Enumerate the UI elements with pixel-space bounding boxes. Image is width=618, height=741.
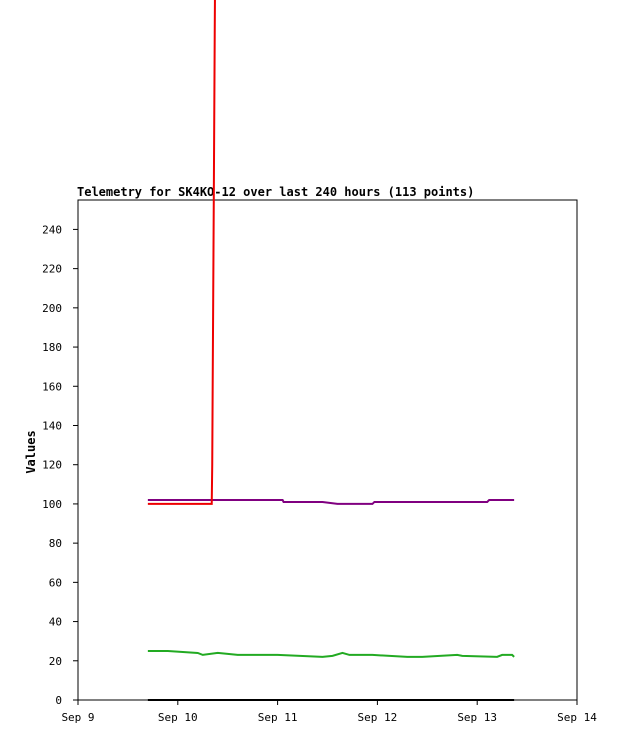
y-tick-label: 0 — [55, 694, 62, 707]
series-line — [147, 649, 515, 658]
y-tick-label: 60 — [49, 576, 62, 589]
y-tick-label: 20 — [49, 655, 62, 668]
y-tick-label: 240 — [42, 223, 62, 236]
y-tick-label: 40 — [49, 616, 62, 629]
y-tick-label: 80 — [49, 537, 62, 550]
y-tick-label: 220 — [42, 263, 62, 276]
y-tick-label: 100 — [42, 498, 62, 511]
x-tick-label: Sep 10 — [158, 711, 198, 724]
y-tick-label: 140 — [42, 419, 62, 432]
x-tick-label: Sep 9 — [61, 711, 94, 724]
y-tick-label: 120 — [42, 459, 62, 472]
series-line — [147, 0, 216, 505]
series-line — [147, 499, 515, 505]
x-tick-label: Sep 12 — [358, 711, 398, 724]
x-tick-label: Sep 11 — [258, 711, 298, 724]
chart-title: Telemetry for SK4KO-12 over last 240 hou… — [77, 185, 474, 199]
y-axis-label: Values — [24, 430, 38, 473]
y-tick-label: 180 — [42, 341, 62, 354]
plot-frame — [77, 199, 578, 701]
y-tick-label: 200 — [42, 302, 62, 315]
x-tick-label: Sep 14 — [557, 711, 597, 724]
x-tick-label: Sep 13 — [457, 711, 497, 724]
y-tick-label: 160 — [42, 380, 62, 393]
